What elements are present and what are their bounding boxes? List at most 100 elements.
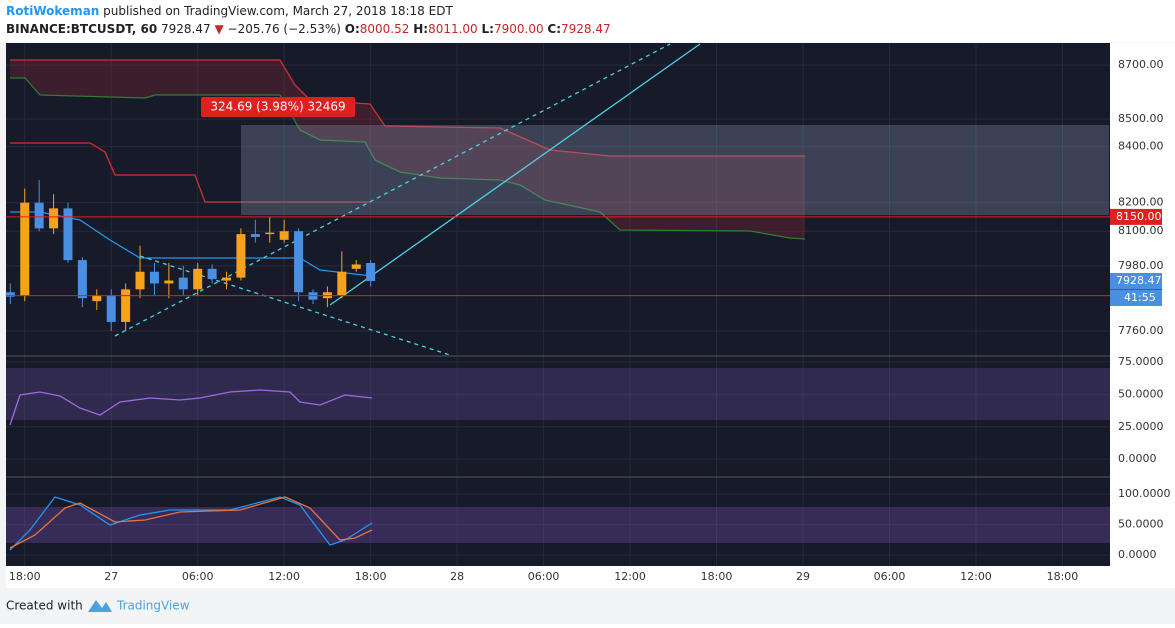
y-tick-label: 8100.00	[1118, 224, 1164, 237]
last-price-badge	[1110, 272, 1162, 289]
footer-brand[interactable]: TradingView	[116, 599, 190, 613]
candle-body	[106, 295, 116, 322]
candle-body	[366, 263, 376, 281]
span-b	[10, 59, 805, 157]
x-tick-label: 18:00	[9, 570, 41, 583]
measure-label: 324.69 (3.98%) 32469	[210, 100, 345, 114]
countdown-badge	[1110, 289, 1162, 306]
candle-body	[20, 202, 30, 296]
y-tick-label: 8500.00	[1118, 112, 1164, 125]
y-tick-label: 25.0000	[1118, 420, 1164, 433]
x-tick-label: 12:00	[614, 570, 646, 583]
candle-body	[49, 208, 59, 229]
candle-body	[63, 208, 73, 261]
change: −205.76 (−2.53%)	[228, 22, 341, 36]
footer-text: Created with	[6, 599, 83, 613]
stoch-band	[6, 507, 1110, 543]
candle-body	[5, 292, 15, 297]
symbol: BINANCE:BTCUSDT, 60	[6, 22, 157, 36]
candle-body	[164, 280, 174, 284]
trend-line-dashed	[139, 255, 451, 356]
candle-body	[337, 271, 347, 296]
y-tick-label: 75.0000	[1118, 355, 1164, 368]
trend-line	[329, 43, 701, 306]
candle-body	[178, 277, 188, 290]
y-tick-label: 8700.00	[1118, 58, 1164, 71]
candle-body	[236, 234, 246, 278]
candle-body	[250, 234, 260, 237]
y-tick-label: 50.0000	[1118, 518, 1164, 531]
grid	[6, 43, 1110, 566]
span-a	[10, 77, 806, 240]
rsi-band	[6, 368, 1110, 420]
plot-bg	[6, 43, 1110, 566]
last-price-label: 7928.47	[1116, 274, 1162, 287]
x-tick-label: 27	[104, 570, 118, 583]
candle-body	[34, 202, 44, 229]
y-tick-label: 100.0000	[1118, 487, 1171, 500]
header-bg	[0, 0, 1175, 42]
conversion-line	[10, 211, 373, 277]
y-tick-label: 0.0000	[1118, 548, 1157, 561]
x-tick-label: 06:00	[182, 570, 214, 583]
candle-body	[77, 260, 87, 299]
candle-body	[294, 231, 304, 293]
x-tick-label: 06:00	[528, 570, 560, 583]
c-label: C:	[547, 22, 561, 36]
open: 8000.52	[360, 22, 410, 36]
last: 7928.47	[161, 22, 211, 36]
x-tick-label: 18:00	[355, 570, 387, 583]
level-badge	[1110, 208, 1162, 225]
base-line	[10, 142, 370, 203]
candle-body	[135, 271, 145, 290]
candle-body	[207, 268, 217, 280]
pane-divider	[6, 355, 1110, 478]
candles	[5, 180, 376, 331]
y-tick-label: 8400.00	[1118, 140, 1164, 153]
candle-body	[149, 271, 159, 284]
candle-body	[193, 268, 203, 290]
x-tick-label: 29	[796, 570, 810, 583]
stoch-k	[9, 496, 373, 551]
arrow: ▼	[214, 22, 224, 36]
x-tick-label: 18:00	[701, 570, 733, 583]
close: 7928.47	[561, 22, 611, 36]
countdown-label: 41:55	[1124, 291, 1156, 304]
time-axis-bg	[6, 566, 1110, 588]
candle-body	[92, 295, 102, 302]
author[interactable]: RotiWokeman	[6, 4, 99, 18]
price-axis-bg	[1110, 43, 1175, 588]
x-tick-label: 12:00	[960, 570, 992, 583]
y-tick-label: 7980.00	[1118, 259, 1164, 272]
y-tick-label: 8200.00	[1118, 196, 1164, 209]
x-tick-label: 06:00	[874, 570, 906, 583]
high: 8011.00	[428, 22, 478, 36]
logo	[88, 600, 112, 612]
candle-body	[121, 289, 131, 322]
candle-body	[222, 277, 232, 281]
ticker-line: BINANCE:BTCUSDT, 60 7928.47 ▼ −205.76 (−…	[6, 22, 611, 36]
trend-line-dashed	[114, 43, 671, 337]
published: published on TradingView.com, March 27, …	[103, 4, 453, 18]
measure-badge	[201, 97, 355, 117]
y-tick-label: 0.0000	[1118, 452, 1157, 465]
rsi-line	[9, 389, 373, 426]
y-tick-label: 7760.00	[1118, 324, 1164, 337]
cloud	[10, 60, 805, 239]
stoch-d	[9, 496, 373, 549]
candle-body	[265, 232, 275, 235]
h-label: H:	[413, 22, 428, 36]
candle-body	[351, 264, 361, 269]
x-tick-label: 28	[450, 570, 464, 583]
indicators	[6, 43, 1110, 551]
header-line: RotiWokeman published on TradingView.com…	[6, 4, 453, 18]
candle-body	[279, 231, 289, 240]
x-tick-label: 12:00	[268, 570, 300, 583]
x-tick-label: 18:00	[1047, 570, 1079, 583]
l-label: L:	[482, 22, 494, 36]
o-label: O:	[345, 22, 360, 36]
y-tick-label: 50.0000	[1118, 387, 1164, 400]
level-label: 8150.00	[1116, 210, 1162, 223]
